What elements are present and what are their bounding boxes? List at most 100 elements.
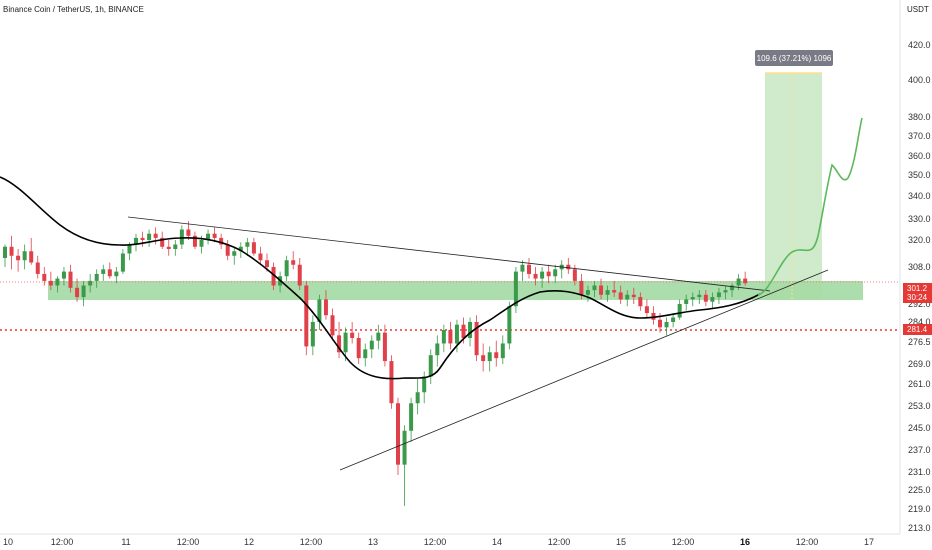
- candle-up: [690, 297, 695, 300]
- y-tick-label: 276.5: [908, 337, 931, 347]
- candle-up: [684, 299, 689, 304]
- support-resistance-zone: [48, 281, 863, 300]
- candle-up: [422, 376, 427, 393]
- candle-up: [284, 260, 289, 277]
- y-tick-label: 284.0: [908, 317, 931, 327]
- candle-down: [186, 229, 191, 236]
- candle-up: [81, 285, 86, 298]
- candle-up: [710, 297, 715, 302]
- candle-up: [540, 271, 545, 279]
- projection-path: [757, 117, 863, 296]
- candle-up: [409, 403, 414, 431]
- candle-up: [468, 322, 473, 338]
- x-tick-label: 12:00: [300, 537, 323, 547]
- candle-up: [415, 392, 420, 404]
- candle-down: [16, 255, 21, 261]
- x-tick-label: 12:00: [796, 537, 819, 547]
- x-tick-label: 12:00: [672, 537, 695, 547]
- candle-up: [520, 264, 525, 272]
- measure-label: 109.6 (37.21%) 1096: [757, 54, 832, 63]
- x-tick-label: 12:00: [51, 537, 74, 547]
- candle-up: [343, 332, 348, 353]
- candle-down: [644, 306, 649, 313]
- candle-down: [546, 271, 551, 277]
- y-tick-label: 360.0: [908, 151, 931, 161]
- candle-up: [147, 233, 152, 240]
- price-badge-value: 281.4: [907, 325, 928, 334]
- candle-up: [507, 306, 512, 344]
- candle-up: [114, 271, 119, 277]
- candle-down: [251, 242, 256, 254]
- y-tick-label: 245.0: [908, 423, 931, 433]
- x-tick-label: 12:00: [177, 537, 200, 547]
- candle-down: [612, 290, 617, 293]
- candle-down: [631, 294, 636, 298]
- candle-up: [127, 244, 132, 254]
- candle-up: [677, 304, 682, 318]
- y-tick-label: 292.0: [908, 299, 931, 309]
- candle-down: [225, 244, 230, 256]
- candle-down: [75, 287, 80, 298]
- candle-down: [9, 246, 14, 256]
- candle-down: [35, 262, 40, 274]
- candle-up: [428, 355, 433, 377]
- x-tick-label: 14: [492, 537, 502, 547]
- candle-up: [441, 330, 446, 344]
- candle-down: [572, 269, 577, 281]
- y-tick-label: 350.0: [908, 170, 931, 180]
- candle-down: [389, 361, 394, 404]
- candle-up: [3, 246, 7, 258]
- candle-down: [494, 352, 499, 359]
- y-tick-label: 237.0: [908, 445, 931, 455]
- x-tick-label: 12:00: [424, 537, 447, 547]
- candle-up: [500, 343, 505, 359]
- candle-down: [258, 253, 263, 261]
- candle-down: [350, 332, 355, 338]
- candle-up: [88, 280, 93, 286]
- x-tick-label: 13: [368, 537, 378, 547]
- x-tick-label: 12:00: [548, 537, 571, 547]
- candle-down: [330, 315, 335, 336]
- candle-down: [304, 285, 309, 347]
- candle-up: [736, 278, 741, 286]
- candle-up: [199, 240, 204, 247]
- price-badge-countdown: 30:24: [907, 293, 928, 302]
- y-tick-label: 213.0: [908, 523, 931, 533]
- candle-down: [271, 267, 276, 286]
- y-tick-label: 400.0: [908, 75, 931, 85]
- candle-down: [599, 285, 604, 295]
- candle-down: [527, 264, 531, 274]
- symbol-title: Binance Coin / TetherUS, 1h, BINANCE: [3, 5, 144, 14]
- candle-down: [533, 273, 538, 279]
- candle-up: [245, 242, 250, 247]
- candle-down: [42, 273, 47, 281]
- candle-down: [638, 297, 643, 307]
- candle-up: [232, 251, 237, 256]
- candle-up: [730, 285, 735, 291]
- y-tick-label: 225.0: [908, 485, 931, 495]
- candle-down: [297, 264, 302, 286]
- candle-down: [219, 237, 224, 245]
- candle-down: [743, 278, 748, 284]
- candle-down: [481, 355, 486, 362]
- candle-up: [487, 352, 492, 362]
- candle-down: [192, 235, 197, 247]
- y-tick-label: 219.0: [908, 504, 931, 514]
- y-tick-label: 231.0: [908, 467, 931, 477]
- candle-down: [461, 324, 466, 338]
- candle-down: [107, 269, 112, 277]
- y-tick-label: 340.0: [908, 191, 931, 201]
- candle-up: [723, 290, 728, 293]
- candle-up: [22, 251, 27, 261]
- candle-up: [206, 233, 211, 240]
- candle-down: [474, 322, 479, 356]
- ascending-trendline: [339, 269, 829, 471]
- candle-up: [179, 229, 184, 245]
- x-tick-label: 11: [121, 537, 130, 547]
- candle-down: [618, 292, 623, 300]
- candle-down: [166, 246, 171, 249]
- candle-down: [382, 332, 387, 362]
- candle-up: [317, 299, 322, 322]
- x-tick-label: 17: [864, 537, 874, 547]
